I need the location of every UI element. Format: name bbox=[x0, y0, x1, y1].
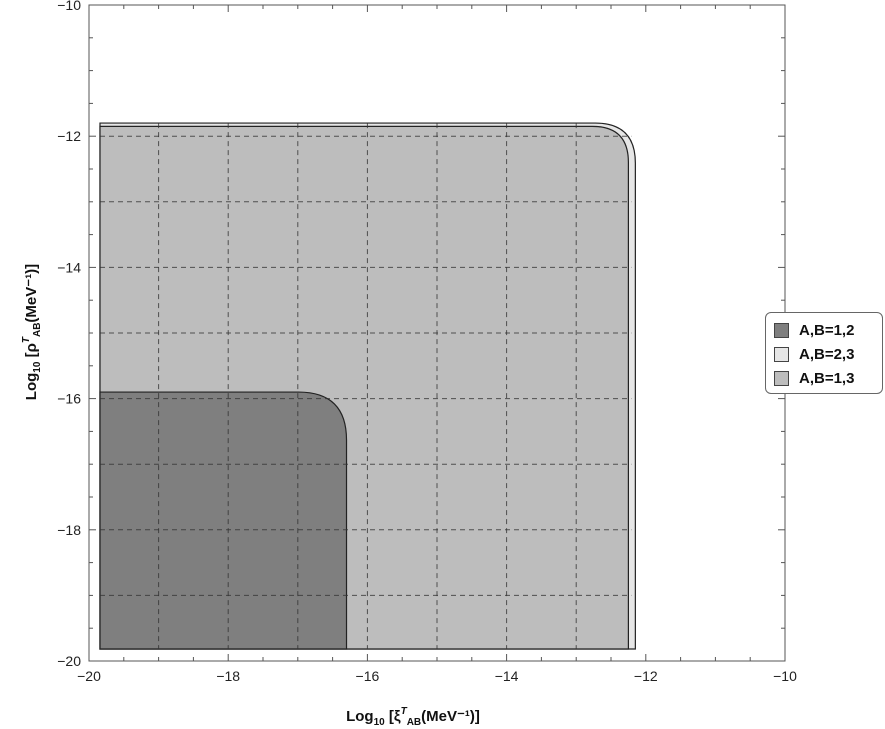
x-tick-label: −18 bbox=[216, 668, 240, 684]
legend-swatch-1-2 bbox=[774, 323, 789, 338]
legend-item: A,B=2,3 bbox=[774, 342, 876, 366]
y-tick-label: −16 bbox=[57, 391, 81, 407]
y-axis-title: Log10 [ρTAB(MeV⁻¹)] bbox=[21, 264, 43, 400]
x-axis-title: Log10 [ξTAB(MeV⁻¹)] bbox=[346, 706, 480, 728]
x-tick-label: −20 bbox=[77, 668, 101, 684]
legend-swatch-1-3 bbox=[774, 371, 789, 386]
y-tick-labels: −20 −18 −16 −14 −12 −10 bbox=[57, 0, 81, 669]
x-tick-labels: −20 −18 −16 −14 −12 −10 bbox=[77, 668, 797, 684]
y-tick-label: −14 bbox=[57, 259, 81, 275]
legend-item: A,B=1,3 bbox=[774, 366, 876, 390]
x-tick-label: −16 bbox=[356, 668, 380, 684]
legend-label: A,B=1,3 bbox=[799, 370, 854, 387]
legend: A,B=1,2 A,B=2,3 A,B=1,3 bbox=[765, 312, 883, 394]
legend-label: A,B=1,2 bbox=[799, 322, 854, 339]
legend-item: A,B=1,2 bbox=[774, 318, 876, 342]
x-tick-label: −14 bbox=[495, 668, 519, 684]
legend-swatch-2-3 bbox=[774, 347, 789, 362]
y-tick-label: −10 bbox=[57, 0, 81, 13]
y-tick-label: −12 bbox=[57, 128, 81, 144]
legend-label: A,B=2,3 bbox=[799, 346, 854, 363]
x-tick-label: −10 bbox=[773, 668, 797, 684]
region-1-2 bbox=[100, 392, 347, 649]
x-tick-label: −12 bbox=[634, 668, 658, 684]
y-tick-label: −18 bbox=[57, 522, 81, 538]
y-tick-label: −20 bbox=[57, 653, 81, 669]
